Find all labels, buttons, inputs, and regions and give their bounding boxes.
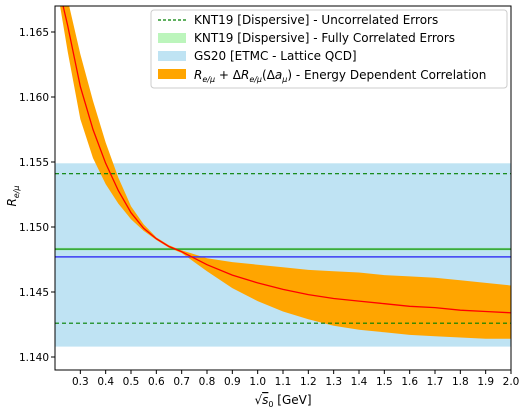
x-tick-label: 1.6: [401, 376, 418, 388]
x-tick-label: 0.8: [199, 376, 216, 388]
x-tick-label: 0.4: [97, 376, 114, 388]
x-tick-label: 0.7: [173, 376, 190, 388]
x-tick-label: 0.3: [72, 376, 89, 388]
x-tick-label: 1.7: [427, 376, 444, 388]
x-tick-label: 1.9: [477, 376, 494, 388]
y-tick-label: 1.140: [19, 352, 49, 364]
x-tick-label: 0.6: [148, 376, 165, 388]
x-tick-label: 2.0: [503, 376, 520, 388]
legend-label-gs20: GS20 [ETMC - Lattice QCD]: [194, 49, 357, 63]
legend-swatch-correlated: [158, 33, 186, 43]
legend-label-correlated: KNT19 [Dispersive] - Fully Correlated Er…: [194, 31, 455, 45]
x-tick-label: 1.0: [249, 376, 266, 388]
x-tick-label: 1.8: [452, 376, 469, 388]
x-tick-label: 1.1: [275, 376, 292, 388]
x-axis-label: √s0 [GeV]: [254, 393, 311, 409]
legend-swatch-gs20: [158, 51, 186, 61]
y-tick-label: 1.150: [19, 222, 49, 234]
plot-area: [55, 6, 511, 347]
legend-box: [150, 9, 508, 89]
y-tick-label: 1.145: [19, 287, 49, 299]
legend-swatch-energy: [158, 69, 186, 79]
x-tick-label: 1.2: [300, 376, 317, 388]
y-tick-label: 1.155: [19, 157, 49, 169]
x-axis: 0.3 0.4 0.5 0.6 0.7 0.8 0.9 1.0 1.1 1.2 1.3 1.4 1.5 1…: [72, 370, 519, 388]
legend: KNT19 [Dispersive] - Uncorrelated Errors…: [150, 9, 508, 89]
y-tick-label: 1.160: [19, 92, 49, 104]
energy-dependent-band: [60, 6, 511, 339]
legend-label-energy: Re/μ + ΔRe/μ(Δaμ) - Energy Dependent Cor…: [194, 68, 486, 84]
energy-dependent-curve: [62, 6, 511, 314]
y-axis: 1.140 1.145 1.150 1.155 1.160 1.165: [19, 27, 55, 364]
x-tick-label: 0.5: [123, 376, 140, 388]
legend-label-uncorrelated: KNT19 [Dispersive] - Uncorrelated Errors: [194, 13, 438, 27]
x-tick-label: 1.4: [351, 376, 368, 388]
y-tick-label: 1.165: [19, 27, 49, 39]
x-tick-label: 1.5: [376, 376, 393, 388]
x-tick-label: 0.9: [224, 376, 241, 388]
y-axis-label: Re/μ: [5, 185, 21, 206]
x-tick-label: 1.3: [325, 376, 342, 388]
